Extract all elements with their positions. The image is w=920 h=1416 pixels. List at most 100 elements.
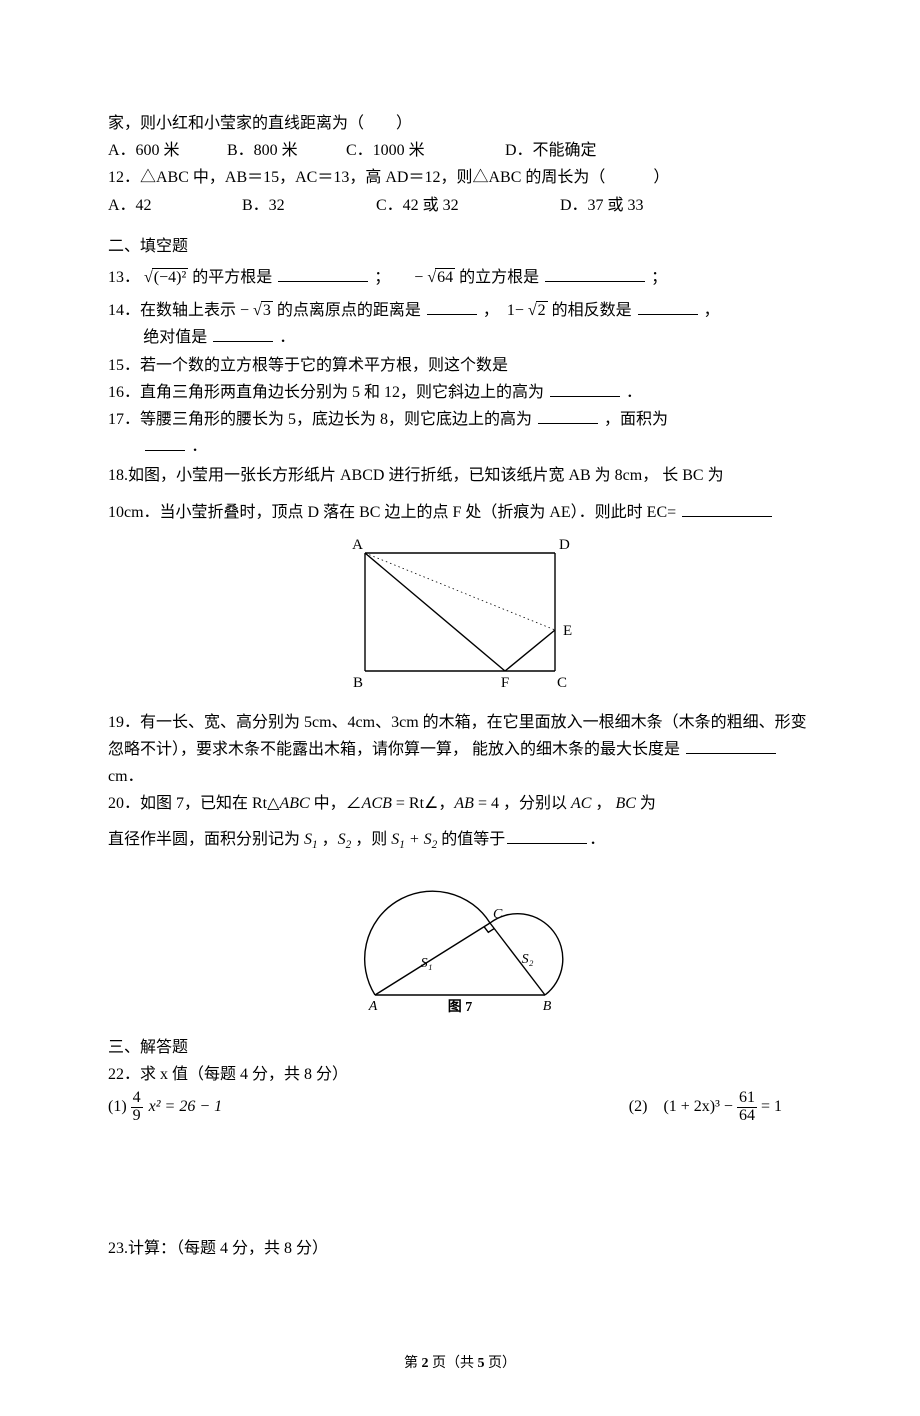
blank [686,739,776,754]
q12-opt-c: C．42 或 32 [376,192,556,219]
q20-bc: BC [615,795,635,812]
sqrt-2: √2 [528,302,548,319]
s2: S2 [338,831,352,848]
blank [213,327,273,342]
q19: 19．有一长、宽、高分别为 5cm、4cm、3cm 的木箱，在它里面放入一根细木… [108,709,812,791]
radicand: 64 [435,268,455,286]
svg-text:C: C [557,675,567,690]
footer-b: 页（共 [429,1356,478,1371]
q22-head: 22．求 x 值（每题 4 分，共 8 分） [108,1061,812,1088]
q14-line2: 绝对值是 ． [108,324,812,351]
q18-line2: 10cm．当小莹折叠时，顶点 D 落在 BC 边上的点 F 处（折痕为 AE）．… [108,499,812,526]
q12-text: 12．△ABC 中，AB＝15，AC＝13，高 AD＝12，则△ABC 的周长为… [108,164,812,191]
q14-line1: 14．在数轴上表示 − √3 的点离原点的距离是 ， 1− √2 的相反数是 ， [108,297,812,324]
denominator: 64 [737,1108,757,1125]
q13-text-b: 的平方根是 [192,269,272,286]
q13-text-d: 的立方根是 [459,269,539,286]
spacer [674,409,689,423]
q14-d: 的相反数是 [552,302,632,319]
svg-text:A: A [352,537,363,553]
q14-g: ． [279,329,295,346]
q17: 17．等腰三角形的腰长为 5，底边长为 8，则它底边上的高为 ，面积为 [108,406,812,433]
q22-1-frac: 4 9 [131,1090,143,1125]
q16-b: ． [626,384,642,401]
sqrt-3: √3 [253,302,273,319]
q12-options: A．42 B．32 C．42 或 32 D．37 或 33 [108,192,812,219]
q22-2-rest: = 1 [761,1098,782,1115]
q20-acb: ACB [362,795,392,812]
q14-c: ， 1− [483,302,524,319]
q20-abc: ABC [279,795,309,812]
q12-opt-d: D．37 或 33 [560,192,644,219]
exam-page: 家，则小红和小莹家的直线距离为（ ） A．600 米 B．800 米 C．100… [0,0,920,1416]
blank [507,828,587,843]
svg-text:F: F [501,675,509,690]
section-2-heading: 二、填空题 [108,233,812,260]
footer-c: 页） [485,1356,517,1371]
q19-b: cm． [108,768,144,785]
q14-a: 14．在数轴上表示 − [108,302,249,319]
q20-ac: AC [571,795,591,812]
svg-text:D: D [559,537,570,553]
svg-text:C: C [493,907,503,922]
numerator: 61 [737,1090,757,1108]
q20-i: 的值等于 [437,831,505,848]
spacer [108,219,812,233]
q20-line2: 直径作半圆，面积分别记为 S1 ，S2 ，则 S1 + S2 的值等于． [108,826,812,855]
q20-j: ． [589,831,605,848]
q17-b: ，面积为 [604,411,668,428]
figure-20: ABCS₁S₂图 7 [108,885,812,1024]
blank [145,436,185,451]
q13: 13． √(−4)² 的平方根是 ； − √64 的立方根是 ； [108,264,812,291]
blank [538,408,598,423]
q13-text-c: ； − [374,269,423,286]
svg-text:E: E [563,623,572,639]
q17-c: ． [191,438,207,455]
q20-h: ，则 [351,831,391,848]
blank [545,267,645,282]
q17-a: 17．等腰三角形的腰长为 5，底边长为 8，则它底边上的高为 [108,411,532,428]
q13-label: 13． [108,269,140,286]
page-footer: 第 2 页（共 5 页） [108,1352,812,1376]
numerator: 4 [131,1090,143,1108]
radicand: 3 [261,301,273,319]
q20-b: 中，∠ [310,795,362,812]
q12-opt-a: A．42 [108,192,238,219]
q22-1: (1) 4 9 x² = 26 − 1 [108,1090,222,1125]
q22-2-label: (2) (1 + 2x)³ − [629,1098,737,1115]
q11-options: A．600 米 B．800 米 C．1000 米 D．不能确定 [108,137,812,164]
svg-text:A: A [368,999,378,1014]
blank [550,381,620,396]
work-space [108,1125,812,1235]
q11-tail: 家，则小红和小莹家的直线距离为（ ） [108,110,812,137]
svg-text:B: B [353,675,363,690]
q20-line1: 20．如图 7，已知在 Rt△ABC 中，∠ACB = Rt∠，AB = 4 ，… [108,790,812,817]
radicand: (−4)² [152,268,188,286]
q22-2: (2) (1 + 2x)³ − 61 64 = 1 [629,1090,812,1125]
q20-d: = 4 ，分别以 [474,795,571,812]
blank [638,300,698,315]
q13-text-e: ； [651,269,667,286]
q23-head: 23.计算：（每题 4 分，共 8 分） [108,1235,812,1262]
q18-b: 10cm．当小莹折叠时，顶点 D 落在 BC 边上的点 F 处（折痕为 AE）．… [108,504,676,521]
fig20-svg: ABCS₁S₂图 7 [355,885,565,1015]
svg-text:S₁: S₁ [421,956,433,971]
q20-g: 直径作半圆，面积分别记为 [108,831,304,848]
q20-ab: AB [454,795,474,812]
footer-a: 第 [404,1356,422,1371]
figure-18: A D B C F E [108,535,812,699]
s1s2: S1 + S2 [391,831,437,848]
svg-text:S₂: S₂ [522,952,534,967]
q14-f: 绝对值是 [143,329,207,346]
q16: 16．直角三角形两直角边长分别为 5 和 12，则它斜边上的高为 ． [108,379,812,406]
q14-e: ， [704,302,720,319]
denominator: 9 [131,1108,143,1125]
q11-opt-a: A．600 米 [108,137,223,164]
q20-f: 为 [636,795,656,812]
q20-c: = Rt∠， [392,795,455,812]
q12-opt-b: B．32 [242,192,372,219]
section-3-heading: 三、解答题 [108,1034,812,1061]
q16-a: 16．直角三角形两直角边长分别为 5 和 12，则它斜边上的高为 [108,384,544,401]
sqrt-64: √64 [427,269,455,286]
blank [427,300,477,315]
